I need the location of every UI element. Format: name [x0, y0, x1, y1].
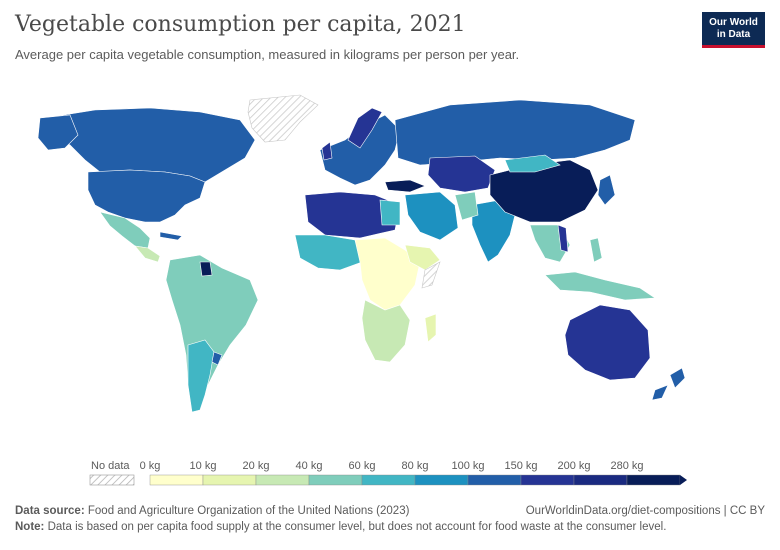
region-pakistan[interactable] [454, 191, 479, 221]
logo-line-2: in Data [716, 29, 751, 40]
region-new-zealand[interactable] [669, 367, 686, 389]
region-china[interactable] [489, 159, 599, 223]
region-west-africa[interactable] [294, 234, 363, 271]
source-label: Data source: [15, 505, 85, 517]
legend-swatch[interactable] [626, 474, 681, 486]
region-scandinavia[interactable] [347, 107, 383, 149]
region-turkey[interactable] [384, 179, 426, 193]
note-label: Note: [15, 521, 45, 533]
legend-swatch[interactable] [308, 474, 363, 486]
region-argentina[interactable] [187, 339, 215, 413]
region-indonesia[interactable] [544, 271, 656, 301]
region-australia[interactable] [564, 304, 651, 381]
legend-bin-label: 280 kg [610, 460, 643, 472]
region-vietnam[interactable] [557, 224, 569, 253]
legend-bin-label: 40 kg [296, 460, 323, 472]
legend-bin-label: 10 kg [190, 460, 217, 472]
legend-swatch[interactable] [202, 474, 257, 486]
region-horn-africa[interactable] [404, 244, 441, 271]
legend-bin-label: 100 kg [451, 460, 484, 472]
region-south-america[interactable] [165, 254, 259, 413]
legend-swatch[interactable] [149, 474, 204, 486]
footer-credit[interactable]: OurWorldinData.org/diet-compositions | C… [525, 505, 765, 517]
legend-bin-label: 0 kg [140, 460, 161, 472]
note-text: Data is based on per capita food supply … [47, 521, 667, 533]
legend-bin-label: 20 kg [243, 460, 270, 472]
legend-swatch[interactable] [573, 474, 628, 486]
region-mongolia[interactable] [504, 154, 561, 173]
region-cuba[interactable] [159, 231, 183, 241]
chart-subtitle: Average per capita vegetable consumption… [15, 47, 520, 62]
region-japan[interactable] [597, 174, 616, 206]
region-southern-africa[interactable] [361, 299, 411, 363]
world-map[interactable] [0, 84, 780, 444]
region-central-america[interactable] [134, 245, 161, 263]
region-philippines[interactable] [589, 237, 603, 263]
region-uk[interactable] [321, 141, 333, 161]
region-guyana[interactable] [199, 261, 213, 277]
region-middle-east[interactable] [404, 191, 459, 241]
legend-swatch[interactable] [255, 474, 310, 486]
legend: No data 0 kg 10 kg 20 kg 40 kg 60 kg 80 kg 100… [89, 460, 687, 486]
region-russia[interactable] [394, 99, 636, 166]
region-madagascar[interactable] [424, 313, 437, 343]
legend-no-data-swatch [89, 474, 135, 486]
region-new-zealand-south[interactable] [651, 384, 669, 401]
legend-bins: 0 kg 10 kg 20 kg 40 kg 60 kg 80 kg 100 kg 150 k… [140, 460, 687, 486]
region-greenland[interactable] [247, 94, 319, 143]
legend-bin-label: 200 kg [557, 460, 590, 472]
legend-swatch[interactable] [467, 474, 522, 486]
footer-source: Data source: Food and Agriculture Organi… [15, 505, 409, 517]
legend-bin-label: 60 kg [349, 460, 376, 472]
legend-swatch[interactable] [361, 474, 416, 486]
footer-note: Note: Data is based on per capita food s… [15, 521, 666, 533]
region-central-asia[interactable] [427, 155, 496, 193]
source-text: Food and Agriculture Organization of the… [87, 505, 410, 517]
legend-bin-label: 80 kg [402, 460, 429, 472]
legend-bin-label: 150 kg [504, 460, 537, 472]
legend-no-data-label: No data [91, 460, 130, 472]
logo-line-1: Our World [709, 17, 758, 28]
region-somalia[interactable] [421, 261, 441, 289]
legend-swatch[interactable] [414, 474, 469, 486]
region-uruguay[interactable] [211, 351, 223, 366]
owid-logo[interactable]: Our World in Data [702, 12, 765, 48]
region-usa[interactable] [87, 169, 206, 223]
legend-arrow-icon [680, 475, 687, 485]
region-alaska[interactable] [37, 114, 79, 151]
region-egypt[interactable] [379, 199, 401, 226]
region-north-africa[interactable] [304, 191, 401, 239]
legend-swatch[interactable] [520, 474, 575, 486]
chart-title: Vegetable consumption per capita, 2021 [15, 12, 466, 37]
